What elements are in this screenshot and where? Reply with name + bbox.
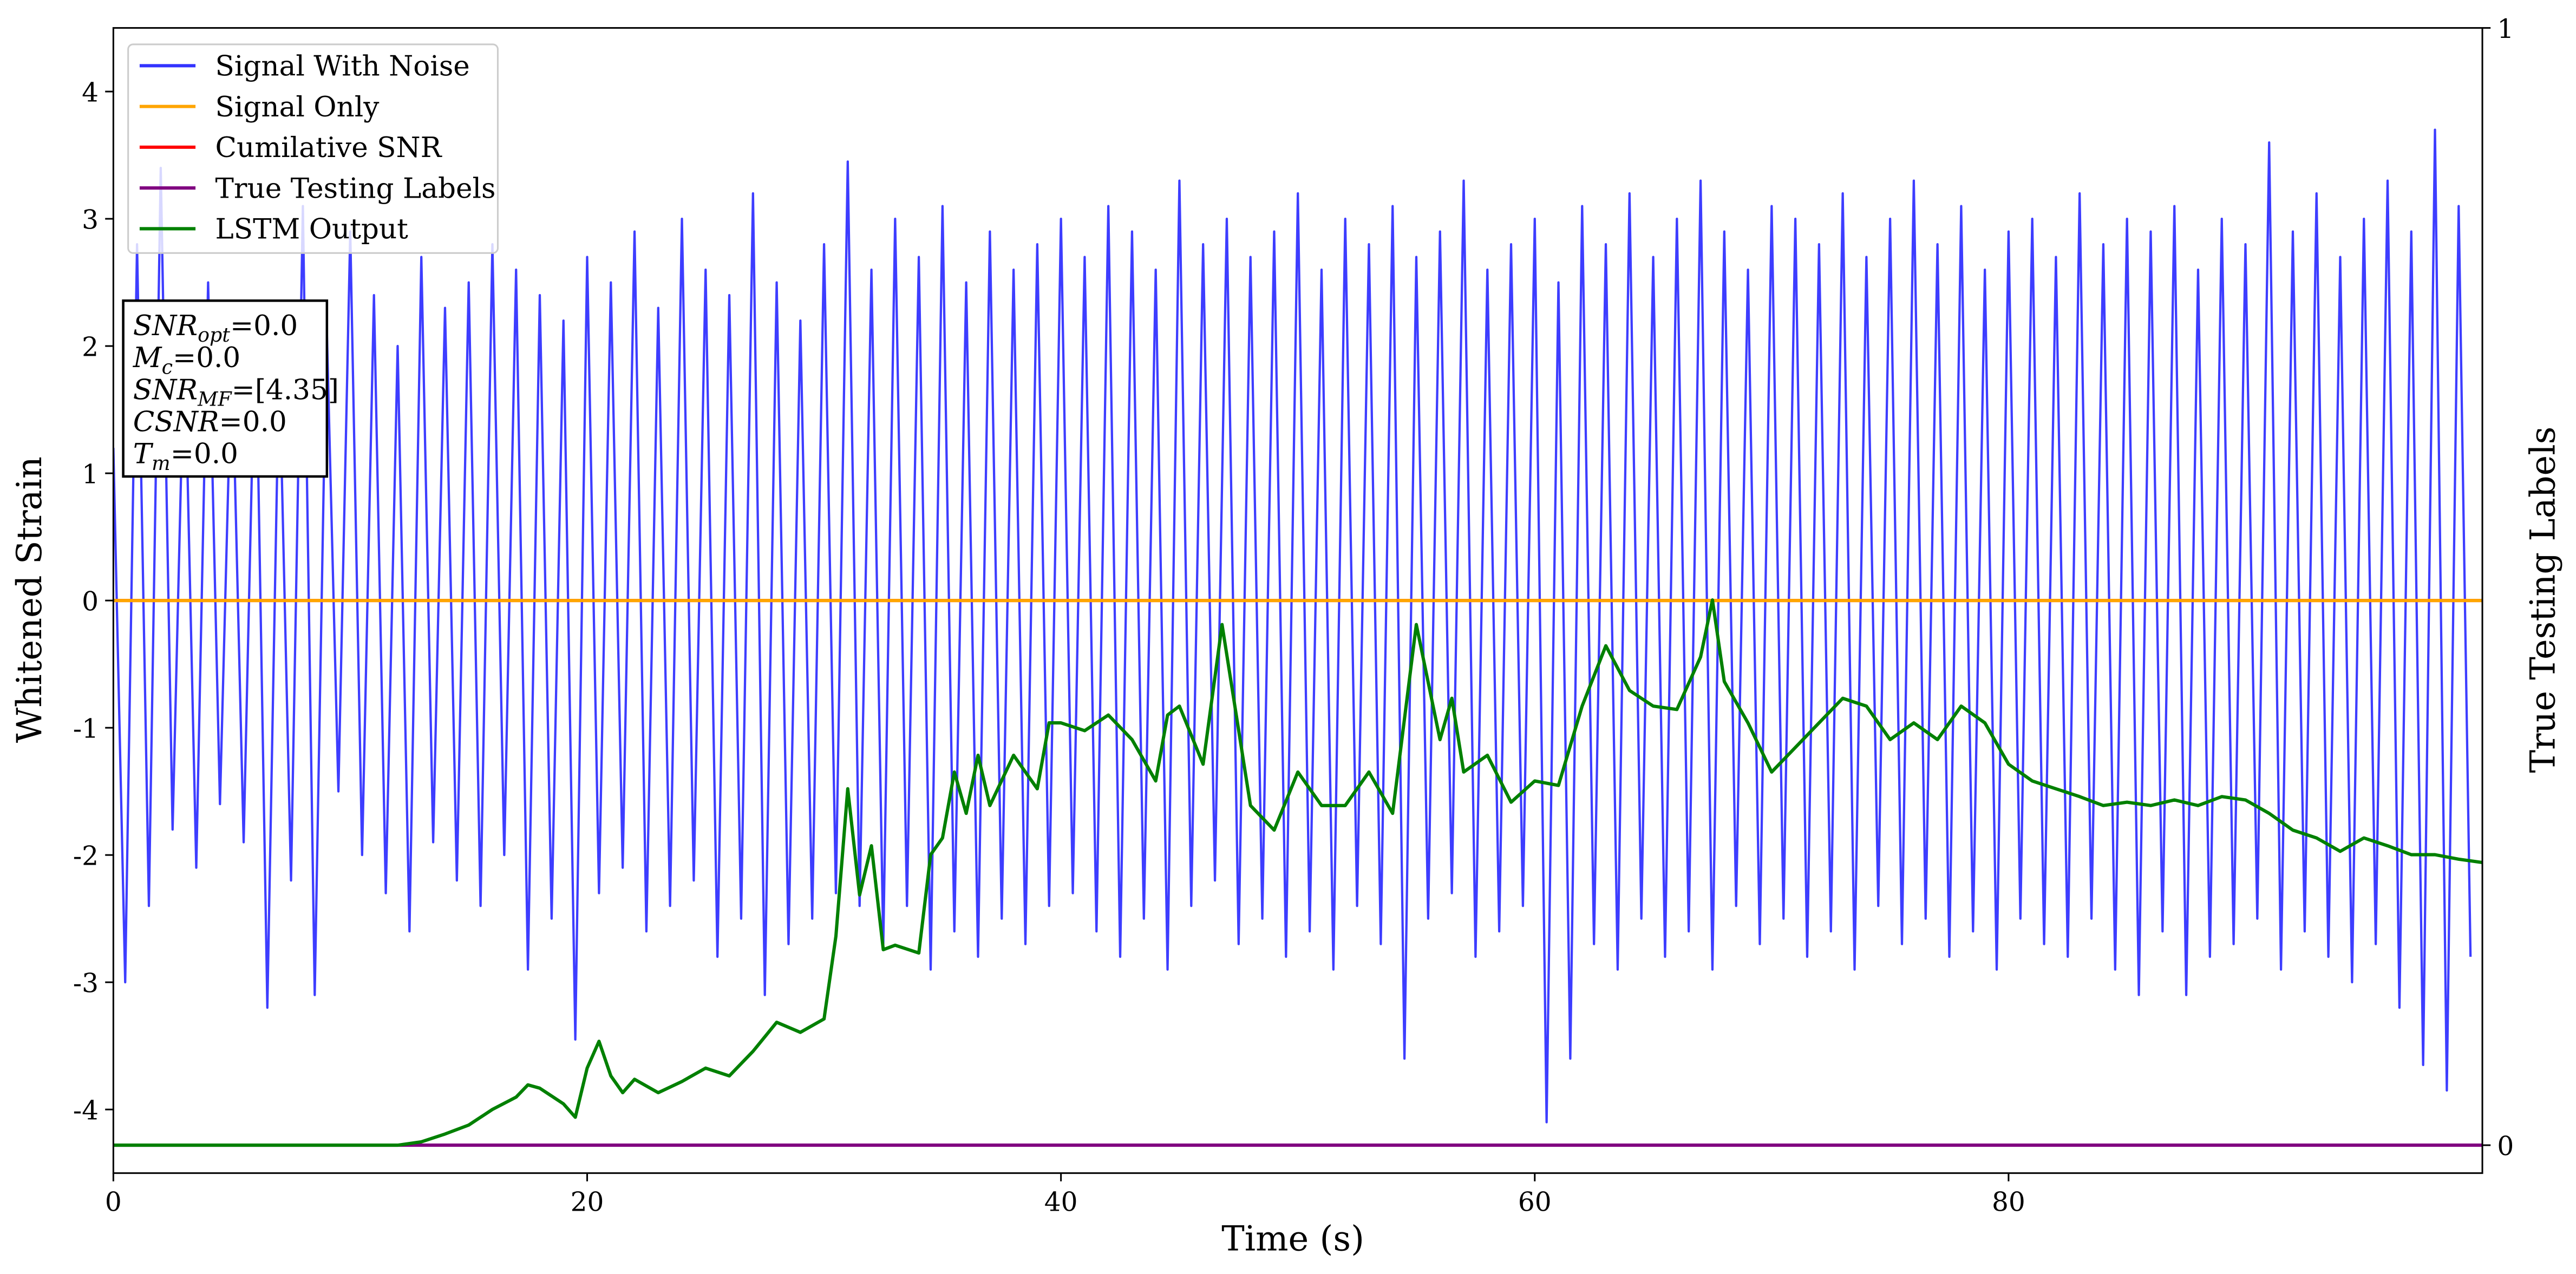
annotation-value: =0.0: [171, 438, 238, 471]
annotation-line: CSNR=0.0: [133, 406, 287, 439]
annotation-line: SNRopt=0.0: [133, 310, 298, 347]
y-tick-label: 1: [82, 459, 99, 489]
annotation-value: =[4.35]: [232, 374, 339, 406]
annotation-symbol: SNR: [133, 374, 198, 406]
y-axis-label: Whitened Strain: [10, 456, 50, 743]
annotation-symbol: M: [133, 342, 162, 374]
annotation-symbol: SNR: [133, 310, 198, 342]
annotation-subscript: MF: [197, 388, 232, 411]
y-tick-label: -1: [73, 714, 99, 744]
x-tick-label: 80: [1992, 1187, 2025, 1217]
annotation-value: =0.0: [230, 310, 298, 342]
annotation-subscript: opt: [198, 323, 230, 347]
x-axis-label: Time (s): [1221, 1219, 1364, 1259]
annotation-line: SNRMF=[4.35]: [133, 374, 339, 410]
y-tick-label: 3: [82, 205, 99, 235]
x-tick-label: 20: [571, 1187, 604, 1217]
annotation-subscript: m: [152, 452, 171, 475]
y2-tick-label: 0: [2497, 1131, 2514, 1161]
y-tick-label: -3: [73, 968, 99, 998]
x-tick-label: 40: [1044, 1187, 1078, 1217]
series-line: [113, 128, 2472, 1123]
annotation-symbol: T: [133, 438, 154, 471]
legend: Signal With Noise Signal Only Cumilative S…: [127, 43, 499, 254]
annotation-line: Mc=0.0: [133, 342, 240, 378]
legend-box: [127, 43, 499, 254]
legend-label: True Testing Labels: [215, 172, 496, 205]
x-tick-label: 60: [1518, 1187, 1552, 1217]
annotation-line: Tm=0.0: [133, 438, 238, 475]
annotation-symbol: CSNR: [133, 406, 219, 439]
y-tick-label: 4: [82, 77, 99, 108]
y2-axis-label: True Testing Labels: [2523, 427, 2564, 773]
y-tick-label: -2: [73, 841, 99, 871]
y-tick-label: 2: [82, 332, 99, 362]
annotation-value: =0.0: [219, 406, 287, 439]
annotation-box: [122, 299, 329, 478]
legend-label: LSTM Output: [215, 213, 409, 246]
legend-label: Signal Only: [215, 91, 380, 123]
series-line: [113, 598, 2483, 1147]
plot-area: [113, 128, 2483, 1147]
annotation-value: =0.0: [173, 342, 240, 374]
legend-label: Signal With Noise: [215, 50, 470, 83]
y2-tick-label: 1: [2497, 14, 2514, 44]
x-tick-label: 0: [105, 1187, 122, 1217]
y-tick-label: -4: [73, 1095, 99, 1126]
annotation-subscript: c: [162, 355, 173, 378]
y-tick-label: 0: [82, 586, 99, 617]
annotation: SNRopt=0.0Mc=0.0SNRMF=[4.35]CSNR=0.0Tm=0…: [122, 299, 339, 478]
legend-label: Cumilative SNR: [215, 132, 443, 164]
